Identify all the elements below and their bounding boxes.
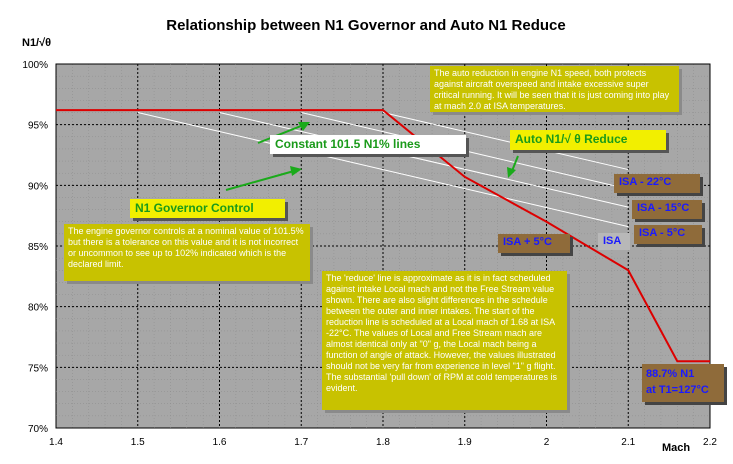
- label-n1-value-line2: at T1=127°C: [646, 384, 709, 396]
- y-tick-label: 85%: [28, 242, 48, 253]
- note-left: The engine governor controls at a nomina…: [64, 224, 310, 281]
- x-tick-label: 1.5: [131, 437, 145, 448]
- x-tick-label: 1.9: [458, 437, 472, 448]
- x-tick-label: 1.7: [294, 437, 308, 448]
- series-constant-line: [382, 112, 629, 171]
- x-tick-label: 2: [544, 437, 550, 448]
- series-constant-line: [219, 112, 629, 208]
- arrow-constant-lines: [257, 123, 307, 144]
- arrow-auto-reduce: [511, 155, 519, 172]
- label-n1-value-line1: 88.7% N1: [646, 368, 695, 380]
- label-auto-reduce: Auto N1/√ θ Reduce: [510, 130, 666, 150]
- y-tick-label: 90%: [28, 181, 48, 192]
- x-tick-label: 2.2: [703, 437, 717, 448]
- x-ticks: 1.4 1.5 1.6 1.7 1.8 1.9 2 2.1 2.2: [49, 437, 717, 448]
- chart-title: Relationship between N1 Governor and Aut…: [166, 17, 566, 34]
- series-reduce-line: [56, 109, 710, 363]
- x-tick-label: 1.6: [213, 437, 227, 448]
- arrows-group: [225, 122, 519, 191]
- label-isa-minus-22: ISA - 22°C: [614, 174, 700, 193]
- arrowhead-auto-reduce: [507, 167, 516, 178]
- arrowhead-governor: [290, 166, 302, 176]
- label-isa: ISA: [598, 233, 630, 250]
- y-ticks: 70% 75% 80% 85% 90% 95% 100%: [22, 60, 48, 435]
- y-tick-label: 75%: [28, 363, 48, 374]
- label-governor: N1 Governor Control: [130, 199, 285, 218]
- label-n1-value: 88.7% N1 at T1=127°C: [642, 364, 724, 402]
- x-axis-label: Mach: [662, 442, 690, 454]
- y-axis-label: N1/√θ: [22, 37, 51, 49]
- series-constant-line: [137, 112, 629, 228]
- x-tick-label: 2.1: [621, 437, 635, 448]
- x-tick-label: 1.8: [376, 437, 390, 448]
- arrowhead-constant-lines: [298, 122, 310, 131]
- y-tick-label: 95%: [28, 121, 48, 132]
- label-constant-lines: Constant 101.5 N1% lines: [270, 135, 466, 154]
- y-tick-label: 70%: [28, 424, 48, 435]
- note-center: The 'reduce' line is approximate as it i…: [322, 271, 567, 410]
- note-top: The auto reduction in engine N1 speed, b…: [430, 66, 679, 112]
- label-isa-minus-15: ISA - 15°C: [632, 200, 702, 219]
- label-isa-plus-5: ISA + 5°C: [498, 234, 570, 253]
- label-isa-minus-5: ISA - 5°C: [634, 225, 702, 244]
- y-tick-label: 80%: [28, 303, 48, 314]
- arrow-governor: [225, 170, 295, 191]
- y-tick-label: 100%: [22, 60, 48, 71]
- x-tick-label: 1.4: [49, 437, 63, 448]
